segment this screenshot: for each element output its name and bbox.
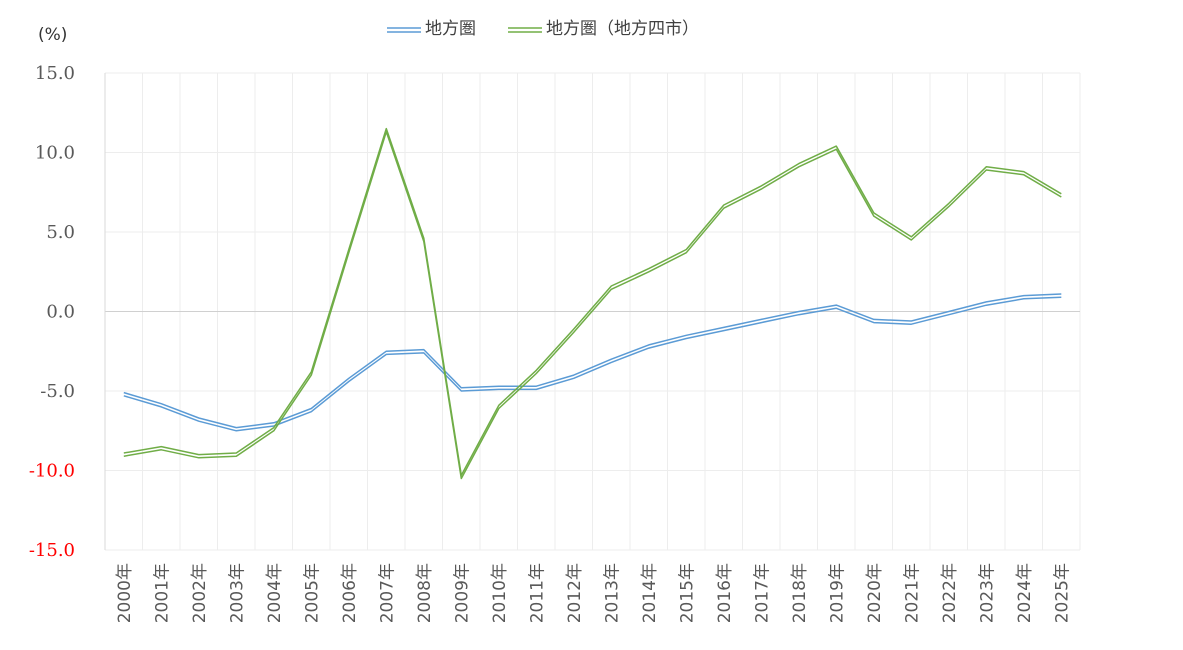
x-tick-label: 2004年 bbox=[265, 563, 285, 623]
series-line-1-b bbox=[123, 131, 1062, 480]
x-tick-label: 2021年 bbox=[902, 563, 922, 623]
x-tick-label: 2009年 bbox=[452, 563, 472, 623]
y-tick-label: 0.0 bbox=[46, 302, 75, 323]
x-tick-label: 2022年 bbox=[940, 563, 960, 623]
x-tick-label: 2019年 bbox=[827, 563, 847, 623]
x-tick-label: 2025年 bbox=[1052, 563, 1072, 623]
y-tick-label: 10.0 bbox=[35, 143, 75, 164]
legend-item-0: 地方圏 bbox=[387, 19, 476, 39]
x-tick-label: 2017年 bbox=[752, 563, 772, 623]
series-1 bbox=[123, 127, 1062, 480]
y-tick-label: 15.0 bbox=[35, 63, 75, 84]
y-tick-label: 5.0 bbox=[46, 222, 75, 243]
legend-item-1: 地方圏（地方四市） bbox=[508, 19, 699, 39]
x-tick-label: 2018年 bbox=[790, 563, 810, 623]
x-tick-label: 2002年 bbox=[190, 563, 210, 623]
x-tick-label: 2013年 bbox=[602, 563, 622, 623]
legend-label-0: 地方圏 bbox=[425, 19, 476, 39]
legend: 地方圏 地方圏（地方四市） bbox=[387, 19, 699, 39]
x-tick-label: 2001年 bbox=[152, 563, 172, 623]
series-line-1-a bbox=[123, 127, 1062, 477]
x-tick-label: 2012年 bbox=[565, 563, 585, 623]
y-tick-label: -5.0 bbox=[40, 381, 75, 402]
x-tick-label: 2008年 bbox=[415, 563, 435, 623]
y-tick-label: -15.0 bbox=[29, 540, 75, 561]
y-unit-label: (%) bbox=[38, 25, 67, 45]
x-tick-label: 2020年 bbox=[865, 563, 885, 623]
x-tick-label: 2016年 bbox=[715, 563, 735, 623]
x-tick-label: 2014年 bbox=[640, 563, 660, 623]
x-tick-label: 2024年 bbox=[1015, 563, 1035, 623]
legend-label-1: 地方圏（地方四市） bbox=[546, 19, 699, 39]
x-tick-label: 2003年 bbox=[227, 563, 247, 623]
x-tick-label: 2011年 bbox=[527, 563, 547, 623]
y-tick-labels: 15.0 10.0 5.0 0.0 -5.0 -10.0 -15.0 bbox=[29, 63, 75, 561]
x-tick-label: 2007年 bbox=[377, 563, 397, 623]
x-tick-label: 2010年 bbox=[490, 563, 510, 623]
x-tick-label: 2006年 bbox=[340, 563, 360, 623]
series-line-0-b bbox=[123, 296, 1062, 432]
x-tick-label: 2023年 bbox=[977, 563, 997, 623]
x-tick-label: 2005年 bbox=[302, 563, 322, 623]
x-tick-label: 2000年 bbox=[115, 563, 135, 623]
x-tick-label: 2015年 bbox=[677, 563, 697, 623]
x-tick-labels: 2000年 2001年 2002年 2003年 2004年 2005年 2006年 2007年… bbox=[115, 563, 1073, 623]
series-lines bbox=[123, 127, 1062, 480]
y-tick-label: -10.0 bbox=[29, 461, 75, 482]
